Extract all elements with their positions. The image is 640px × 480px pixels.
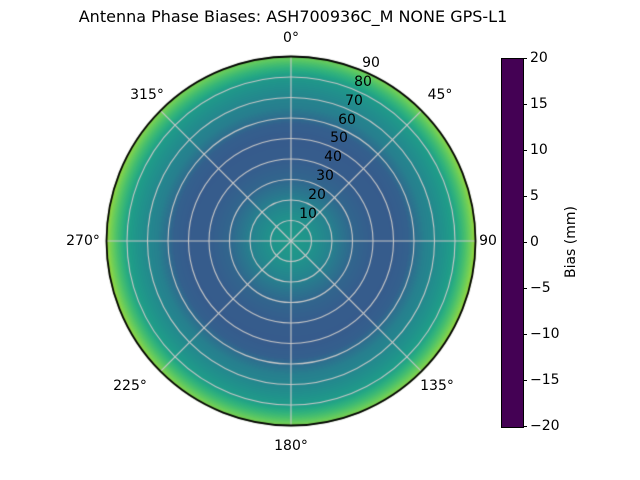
- colorbar-tick-label: −10: [530, 326, 560, 342]
- angular-tick-label: 135°: [420, 378, 454, 394]
- radial-tick-label: 80: [354, 74, 372, 90]
- colorbar-tick-label: −20: [530, 418, 560, 434]
- colorbar-tick-label: 20: [530, 50, 548, 66]
- angular-tick-label: 225°: [113, 378, 147, 394]
- angular-tick-label: 315°: [130, 87, 164, 103]
- angular-tick-label: 90: [479, 233, 497, 249]
- radial-tick-label: 20: [308, 187, 326, 203]
- colorbar-tick-mark: [523, 104, 527, 105]
- colorbar-tick-mark: [523, 334, 527, 335]
- colorbar-tick-label: 15: [530, 96, 548, 112]
- polar-heatmap: [103, 53, 479, 429]
- radial-tick-label: 50: [330, 130, 348, 146]
- colorbar-tick-mark: [523, 58, 527, 59]
- angular-tick-label: 0°: [283, 30, 299, 46]
- colorbar-tick-mark: [523, 380, 527, 381]
- radial-tick-label: 40: [324, 149, 342, 165]
- chart-title: Antenna Phase Biases: ASH700936C_M NONE …: [78, 7, 508, 26]
- colorbar-tick-label: 5: [530, 188, 539, 204]
- radial-tick-label: 10: [299, 206, 317, 222]
- angular-tick-label: 180°: [274, 438, 308, 454]
- radial-tick-label: 90: [362, 55, 380, 71]
- colorbar: [501, 58, 524, 428]
- colorbar-tick-mark: [523, 426, 527, 427]
- colorbar-tick-mark: [523, 288, 527, 289]
- colorbar-tick-label: −5: [530, 280, 551, 296]
- colorbar-axis-label: Bias (mm): [563, 205, 579, 279]
- colorbar-tick-label: −15: [530, 372, 560, 388]
- angular-tick-label: 45°: [427, 87, 453, 103]
- colorbar-tick-label: 10: [530, 142, 548, 158]
- radial-tick-label: 70: [345, 93, 363, 109]
- colorbar-tick-mark: [523, 196, 527, 197]
- radial-tick-label: 30: [316, 168, 334, 184]
- radial-tick-label: 60: [338, 112, 356, 128]
- colorbar-tick-label: 0: [530, 234, 539, 250]
- colorbar-tick-mark: [523, 242, 527, 243]
- colorbar-tick-mark: [523, 150, 527, 151]
- angular-tick-label: 270°: [66, 233, 100, 249]
